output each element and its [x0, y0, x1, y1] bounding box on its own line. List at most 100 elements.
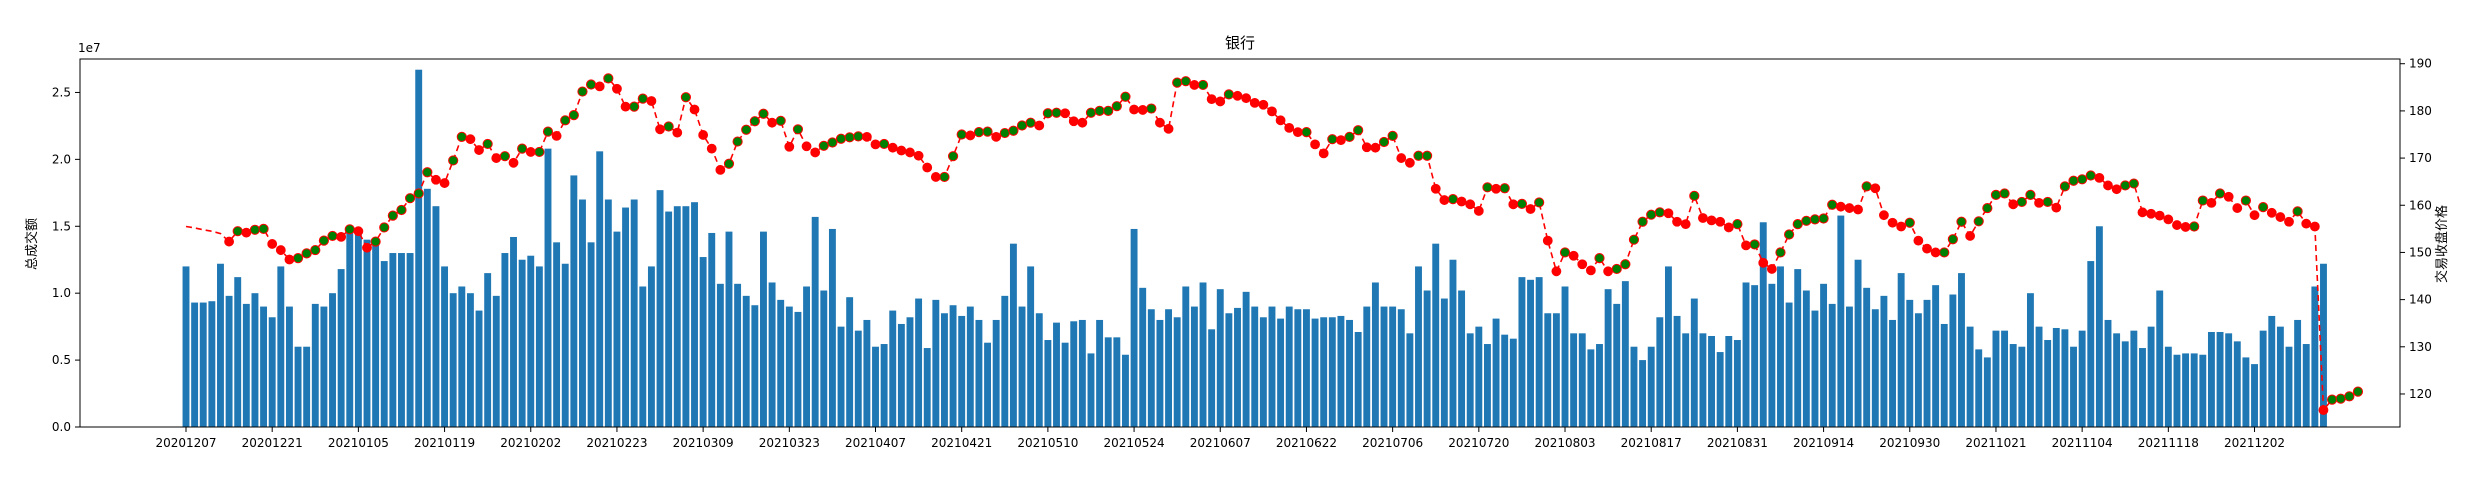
bar — [294, 346, 302, 427]
point-down — [1275, 115, 1286, 126]
bar — [587, 242, 595, 427]
bar — [751, 305, 759, 427]
bar — [1277, 318, 1285, 427]
point-down — [1189, 80, 1200, 90]
point-down — [1585, 265, 1596, 276]
bar — [2070, 346, 2077, 427]
point-up — [1051, 107, 1062, 118]
bar — [1992, 330, 2000, 427]
x-tick-label: 20210323 — [759, 436, 820, 450]
point-down — [1068, 116, 1079, 127]
point-up — [680, 92, 691, 103]
point-up — [1809, 214, 1821, 225]
bar — [846, 297, 854, 427]
bar — [2302, 344, 2310, 427]
point-down — [439, 178, 450, 188]
bar — [1699, 333, 1707, 427]
bar — [1923, 299, 1931, 427]
point-up — [1413, 150, 1424, 161]
point-down — [1206, 94, 1217, 105]
bar — [828, 228, 836, 427]
point-up — [1559, 247, 1571, 258]
bar — [630, 199, 638, 427]
point-up — [499, 151, 510, 162]
point-up — [999, 127, 1010, 139]
bar — [1492, 318, 1500, 427]
bar — [647, 266, 655, 427]
point-down — [930, 172, 941, 182]
bar — [1001, 295, 1009, 427]
point-down — [1879, 210, 1889, 221]
bar — [2035, 326, 2043, 427]
bar — [389, 253, 397, 427]
chart-title: 银行 — [1225, 34, 1255, 52]
bar — [1035, 313, 1043, 427]
x-tick-label: 20210421 — [931, 436, 992, 450]
bar — [2121, 341, 2129, 427]
bar — [2156, 290, 2164, 427]
bar — [1165, 309, 1172, 427]
bar — [975, 319, 983, 427]
point-down — [1551, 266, 1562, 277]
bar — [2207, 331, 2215, 427]
point-up — [939, 171, 950, 183]
point-down — [913, 150, 924, 161]
point-down — [2094, 172, 2105, 183]
point-up — [542, 126, 554, 137]
scatter-series — [224, 73, 2364, 415]
bar — [1363, 306, 1371, 427]
point-down — [801, 141, 812, 152]
point-down — [1267, 106, 1277, 117]
bar — [1268, 306, 1276, 427]
bar — [475, 310, 483, 427]
y-right-tick-label: 170 — [2409, 151, 2432, 165]
point-up — [741, 124, 752, 135]
point-up — [2189, 221, 2200, 232]
bar — [1449, 259, 1457, 427]
bar — [2139, 348, 2146, 427]
point-up — [517, 143, 528, 154]
point-down — [1922, 243, 1932, 254]
x-tick-label: 20211202 — [2224, 436, 2285, 450]
point-up — [568, 110, 579, 121]
bar — [570, 175, 578, 427]
bar — [466, 293, 474, 427]
point-down — [1835, 201, 1846, 212]
point-down — [1310, 139, 1320, 150]
point-up — [370, 236, 381, 247]
bar — [260, 306, 268, 427]
point-up — [1775, 247, 1786, 258]
point-up — [2344, 391, 2355, 402]
bar — [2104, 319, 2112, 427]
point-up — [310, 244, 321, 256]
point-up — [1025, 117, 1036, 128]
bar — [1389, 306, 1397, 427]
point-up — [1982, 202, 1993, 214]
bar — [863, 319, 871, 427]
point-up — [1387, 130, 1398, 142]
point-down — [965, 130, 976, 141]
point-up — [1801, 215, 1812, 226]
bar — [1966, 326, 1974, 427]
point-down — [1715, 216, 1726, 227]
point-down — [655, 124, 665, 135]
point-up — [2335, 393, 2346, 404]
x-tick-label: 20210622 — [1276, 436, 1337, 450]
bar — [380, 261, 388, 427]
bar — [785, 306, 793, 427]
bar — [1225, 313, 1233, 427]
bar — [1027, 266, 1035, 427]
x-tick-label: 20210803 — [1534, 436, 1595, 450]
point-up — [1594, 252, 1605, 264]
bar — [1104, 337, 1112, 427]
bar-series — [182, 69, 2327, 428]
bar — [1371, 282, 1379, 427]
y-left-tick-label: 2.5 — [52, 85, 71, 99]
bar — [1863, 287, 1871, 427]
bar — [415, 69, 423, 428]
point-up — [2240, 195, 2252, 206]
bar — [1406, 333, 1414, 427]
bar — [1242, 291, 1250, 427]
bar — [2285, 346, 2293, 427]
bar — [2044, 340, 2052, 427]
